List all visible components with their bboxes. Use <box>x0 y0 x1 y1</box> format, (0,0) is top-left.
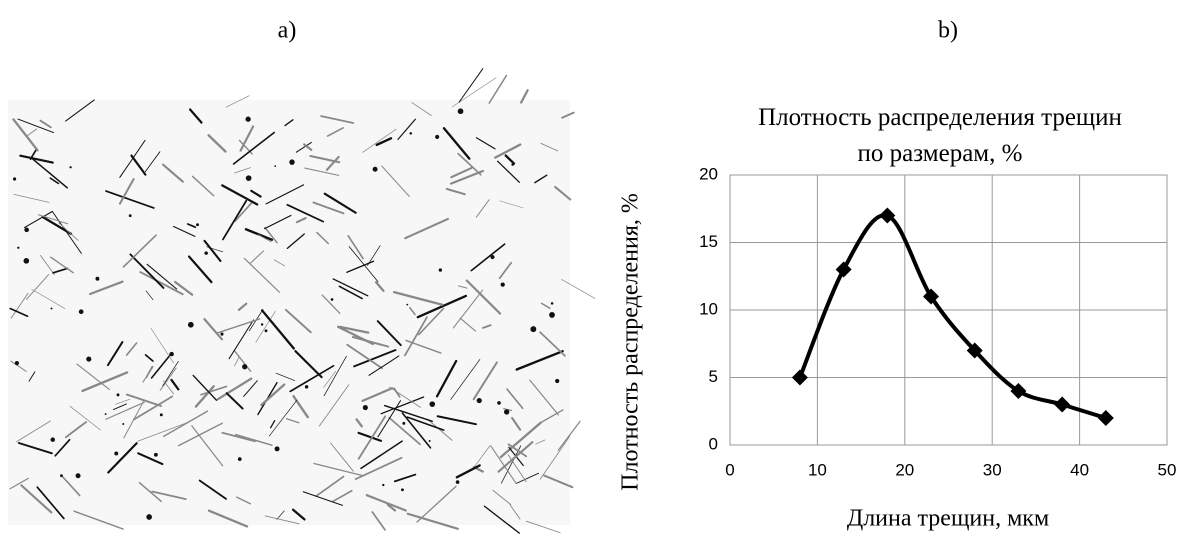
x-tick-label: 30 <box>983 460 1002 479</box>
pore <box>429 440 431 442</box>
pore <box>402 422 405 425</box>
pore <box>169 352 173 356</box>
pore <box>429 401 435 407</box>
y-axis-label: Плотность распределения, % <box>618 193 644 491</box>
pore <box>274 165 276 167</box>
pore <box>406 304 408 306</box>
pore <box>114 452 118 456</box>
pore <box>69 166 71 168</box>
pore <box>238 457 242 461</box>
y-tick-label: 10 <box>699 299 718 318</box>
pore <box>382 484 384 486</box>
pore <box>129 214 132 217</box>
pore <box>501 282 505 286</box>
page: Плотность распределения трещин по размер… <box>0 0 1185 535</box>
marker <box>1098 410 1114 426</box>
pore <box>17 247 19 249</box>
pore <box>435 135 439 139</box>
x-tick-label: 50 <box>1158 460 1177 479</box>
pore <box>305 385 308 388</box>
panel-label: a) <box>278 18 297 44</box>
pore <box>265 329 268 332</box>
pore <box>51 437 55 441</box>
pore <box>24 258 30 264</box>
pore <box>490 255 494 259</box>
marker <box>1054 397 1070 413</box>
pore <box>160 413 163 416</box>
y-tick-label: 15 <box>699 232 718 251</box>
pore <box>555 379 559 383</box>
pore <box>95 277 99 281</box>
figure: a) b) Длина трещин, мкм Плотность распре… <box>0 0 1185 535</box>
pore <box>511 163 514 166</box>
pore <box>154 453 158 457</box>
line <box>800 215 1106 418</box>
pore <box>146 514 152 520</box>
y-tick-label: 5 <box>709 367 718 386</box>
pore <box>261 323 263 325</box>
pore <box>204 251 208 255</box>
pore <box>24 228 29 233</box>
pore <box>401 488 404 491</box>
pore <box>220 333 223 336</box>
pore <box>551 302 554 305</box>
pore <box>409 132 412 135</box>
x-tick-label: 20 <box>895 460 914 479</box>
pore <box>458 108 464 114</box>
pore <box>530 326 536 332</box>
x-tick-label: 0 <box>725 460 734 479</box>
marker <box>792 370 808 386</box>
pore <box>549 312 555 318</box>
pore <box>477 398 482 403</box>
panel-label: b) <box>938 18 958 44</box>
crack <box>459 69 483 102</box>
chart-title: Плотность распределения трещин по размер… <box>690 100 1185 172</box>
pore <box>105 413 107 415</box>
pore <box>363 405 368 410</box>
pore <box>117 393 120 396</box>
pore <box>246 175 252 181</box>
marker <box>836 262 852 278</box>
pore <box>373 167 378 172</box>
pore <box>504 409 509 414</box>
y-tick-label: 0 <box>709 434 718 453</box>
pore <box>497 401 501 405</box>
pore <box>196 223 199 226</box>
crack <box>489 75 506 103</box>
pore <box>456 480 460 484</box>
micrograph <box>8 69 595 533</box>
pore <box>439 268 442 271</box>
pore <box>188 322 194 328</box>
pore <box>79 309 84 314</box>
x-tick-label: 40 <box>1070 460 1089 479</box>
x-axis-label: Длина трещин, мкм <box>847 506 1049 532</box>
pore <box>51 307 53 309</box>
pore <box>60 474 63 477</box>
pore <box>122 423 124 425</box>
pore <box>275 446 280 451</box>
pore <box>289 159 294 164</box>
pore <box>242 364 247 369</box>
pore <box>86 357 91 362</box>
pore <box>13 177 16 180</box>
pore <box>76 473 81 478</box>
pore <box>331 298 334 301</box>
pore <box>15 361 19 365</box>
pore <box>245 117 250 122</box>
x-tick-label: 10 <box>808 460 827 479</box>
